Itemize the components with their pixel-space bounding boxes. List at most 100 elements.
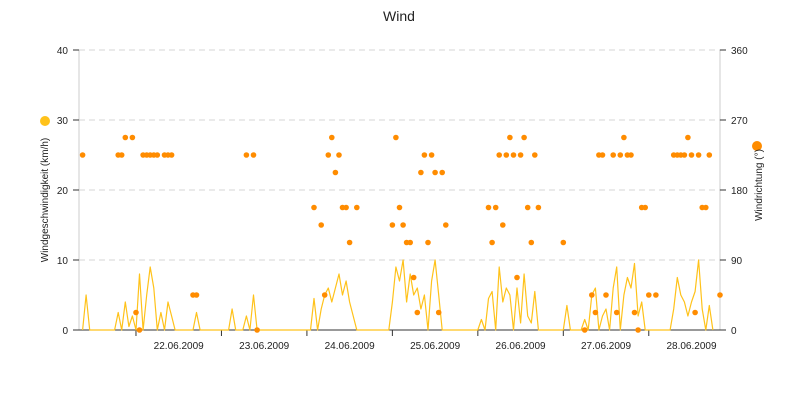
direction-point: [642, 204, 648, 211]
direction-point: [510, 152, 517, 158]
direction-point: [443, 222, 449, 228]
direction-point: [346, 239, 353, 246]
y2-axis-label: Windrichtung (°): [754, 149, 765, 221]
direction-point: [635, 327, 641, 333]
direction-point: [414, 309, 421, 316]
y-tick-label: 30: [57, 116, 69, 127]
y2-tick-label: 360: [731, 46, 748, 57]
direction-series: [79, 134, 723, 333]
direction-point: [332, 169, 339, 176]
direction-point: [400, 222, 406, 228]
direction-point: [514, 274, 520, 281]
direction-point: [421, 152, 428, 158]
direction-point: [492, 204, 499, 211]
direction-point: [592, 309, 599, 316]
direction-point: [688, 152, 695, 158]
gridlines: [79, 49, 720, 261]
direction-point: [318, 222, 325, 228]
direction-point: [79, 152, 86, 158]
direction-point: [599, 152, 606, 158]
direction-point: [129, 134, 136, 141]
direction-point: [507, 134, 513, 141]
x-tick-label: 26.06.2009: [496, 341, 546, 352]
direction-point: [503, 152, 510, 158]
direction-point: [418, 169, 424, 176]
direction-point: [396, 204, 403, 211]
axes: 0 10 20 30 40 0 90 180 270 360 22.06.2009 23.06.200…: [57, 46, 748, 352]
y-tick-label: 40: [57, 46, 69, 57]
direction-point: [325, 152, 332, 158]
direction-point: [703, 204, 709, 211]
direction-point: [311, 204, 317, 211]
direction-point: [717, 292, 723, 298]
direction-point: [410, 274, 417, 281]
direction-point: [336, 152, 342, 158]
direction-point: [646, 292, 652, 298]
direction-point: [136, 327, 143, 333]
direction-point: [393, 134, 399, 141]
direction-point: [439, 169, 446, 176]
y-tick-label: 20: [57, 186, 69, 197]
direction-point: [610, 152, 616, 158]
speed-legend-marker: [40, 116, 50, 126]
direction-point: [681, 152, 688, 158]
direction-point: [603, 292, 609, 298]
speed-series: [82, 259, 714, 331]
direction-point: [685, 134, 691, 141]
direction-point: [343, 204, 349, 211]
direction-point: [532, 152, 538, 158]
y-tick-label: 10: [57, 256, 69, 267]
direction-point: [432, 169, 438, 176]
direction-point: [389, 222, 396, 228]
direction-point: [254, 327, 260, 333]
direction-point: [517, 152, 524, 158]
direction-point: [617, 152, 624, 158]
y2-tick-label: 0: [731, 326, 737, 337]
y2-tick-label: 90: [731, 256, 743, 267]
direction-point: [706, 152, 713, 158]
speed-line: [82, 259, 714, 331]
direction-point: [243, 152, 250, 158]
direction-point: [528, 239, 535, 246]
direction-point: [435, 309, 442, 316]
x-tick-label: 25.06.2009: [410, 341, 460, 352]
direction-point: [122, 134, 129, 141]
legends: Windgeschwindigkeit (km/h) Windrichtung (…: [40, 116, 765, 262]
direction-point: [133, 309, 139, 316]
direction-point: [695, 152, 702, 158]
direction-point: [485, 204, 492, 211]
x-tick-label: 24.06.2009: [325, 341, 375, 352]
direction-point: [692, 309, 698, 316]
direction-point: [628, 152, 634, 158]
direction-point: [329, 134, 335, 141]
direction-point: [621, 134, 627, 141]
direction-point: [535, 204, 542, 211]
y2-tick-label: 270: [731, 116, 748, 127]
direction-legend-marker: [752, 141, 762, 151]
direction-point: [428, 152, 435, 158]
direction-point: [524, 204, 531, 211]
direction-point: [500, 222, 506, 228]
direction-point: [653, 292, 659, 298]
x-tick-label: 22.06.2009: [154, 341, 204, 352]
direction-point: [168, 152, 175, 158]
y-tick-label: 0: [62, 326, 68, 337]
y-axis-label: Windgeschwindigkeit (km/h): [40, 138, 51, 263]
direction-point: [193, 292, 200, 298]
direction-point: [589, 292, 595, 298]
direction-point: [613, 309, 620, 316]
x-tick-label: 23.06.2009: [239, 341, 289, 352]
direction-point: [521, 134, 527, 141]
y2-tick-label: 180: [731, 186, 748, 197]
direction-point: [631, 309, 638, 316]
direction-point: [118, 152, 125, 158]
x-tick-label: 27.06.2009: [581, 341, 631, 352]
direction-point: [489, 239, 495, 246]
direction-point: [354, 204, 360, 211]
direction-point: [154, 152, 161, 158]
chart-title: Wind: [383, 8, 415, 24]
direction-point: [560, 239, 567, 246]
